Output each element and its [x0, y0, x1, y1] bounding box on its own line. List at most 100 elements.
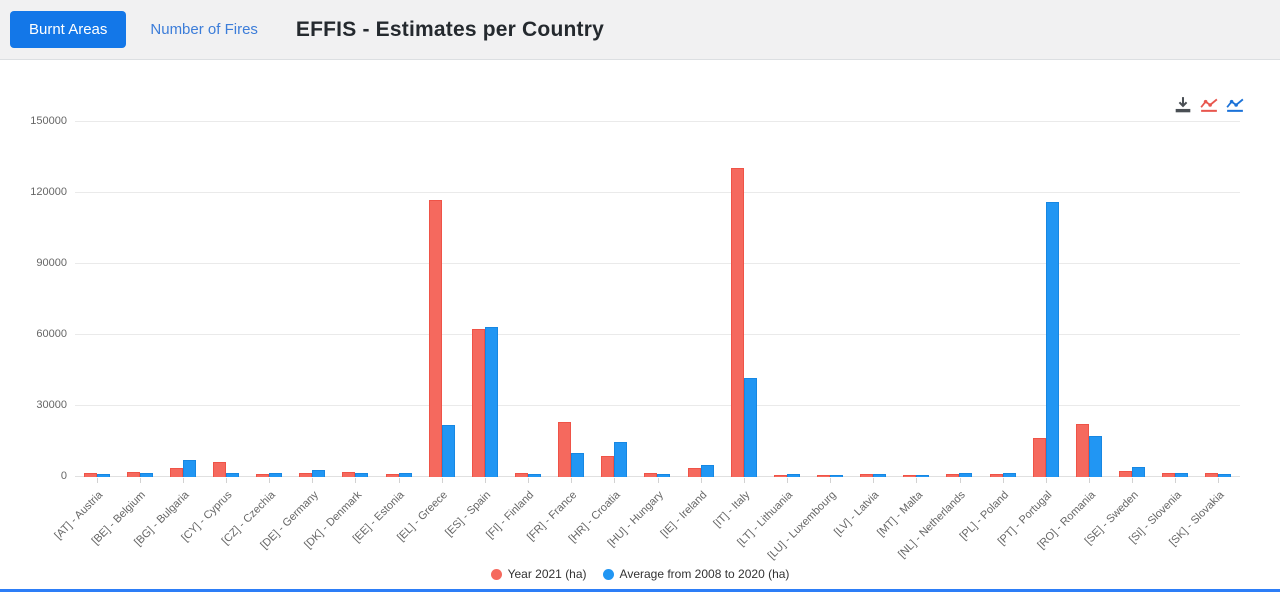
x-tick	[743, 478, 745, 483]
category-group	[204, 122, 247, 477]
y-tick-label: 120000	[30, 186, 67, 198]
bar-average-2008-2020[interactable]	[441, 425, 455, 477]
bar-year-2021[interactable]	[946, 474, 960, 477]
bar-average-2008-2020[interactable]	[96, 474, 110, 477]
line-chart-blue-icon[interactable]	[1226, 96, 1244, 114]
category-group	[1197, 122, 1240, 477]
bar-year-2021[interactable]	[83, 473, 97, 477]
x-tick	[700, 478, 702, 483]
bar-year-2021[interactable]	[1032, 438, 1046, 477]
bar-year-2021[interactable]	[169, 468, 183, 477]
category-group	[377, 122, 420, 477]
line-chart-red-icon[interactable]	[1200, 96, 1218, 114]
bar-chart-plot-area: 0 30000 60000 90000 120000 150000 [AT] - Aust…	[30, 115, 1240, 562]
category-group	[938, 122, 981, 477]
bar-average-2008-2020[interactable]	[959, 473, 973, 477]
bar-year-2021[interactable]	[514, 473, 528, 477]
legend-label: Year 2021 (ha)	[507, 567, 587, 581]
bar-average-2008-2020[interactable]	[182, 460, 196, 477]
bar-average-2008-2020[interactable]	[873, 474, 887, 477]
bar-average-2008-2020[interactable]	[1131, 467, 1145, 477]
category-group	[1067, 122, 1110, 477]
x-tick	[312, 478, 314, 483]
bar-year-2021[interactable]	[428, 200, 442, 477]
bar-year-2021[interactable]	[212, 462, 226, 477]
tab-burnt-areas[interactable]: Burnt Areas	[10, 11, 127, 48]
x-tick	[441, 478, 443, 483]
legend-label: Average from 2008 to 2020 (ha)	[619, 567, 790, 581]
bar-average-2008-2020[interactable]	[1175, 473, 1189, 477]
category-group	[506, 122, 549, 477]
bar-year-2021[interactable]	[1162, 473, 1176, 477]
x-tick	[1002, 478, 1004, 483]
bar-year-2021[interactable]	[816, 475, 830, 477]
legend-item-year-2021[interactable]: Year 2021 (ha)	[490, 567, 587, 581]
x-tick	[226, 478, 228, 483]
bar-year-2021[interactable]	[601, 456, 615, 477]
gridline-90000: 90000	[36, 257, 1240, 269]
bar-year-2021[interactable]	[299, 473, 313, 477]
x-tick	[139, 478, 141, 483]
bar-year-2021[interactable]	[126, 472, 140, 477]
bar-year-2021[interactable]	[558, 422, 572, 477]
x-tick	[830, 478, 832, 483]
bar-year-2021[interactable]	[471, 329, 485, 477]
bar-average-2008-2020[interactable]	[614, 442, 628, 477]
bar-average-2008-2020[interactable]	[700, 465, 714, 477]
bar-average-2008-2020[interactable]	[1002, 473, 1016, 477]
y-tick-label: 30000	[36, 399, 67, 411]
bar-average-2008-2020[interactable]	[269, 473, 283, 477]
bar-year-2021[interactable]	[687, 468, 701, 477]
category-group	[463, 122, 506, 477]
bar-average-2008-2020[interactable]	[1218, 474, 1232, 477]
bar-average-2008-2020[interactable]	[225, 473, 239, 477]
y-tick-label: 0	[60, 470, 67, 482]
legend-item-average[interactable]: Average from 2008 to 2020 (ha)	[602, 567, 790, 581]
bar-average-2008-2020[interactable]	[1088, 436, 1102, 477]
bar-year-2021[interactable]	[342, 472, 356, 477]
bar-year-2021[interactable]	[385, 474, 399, 477]
bar-average-2008-2020[interactable]	[571, 453, 585, 477]
bar-average-2008-2020[interactable]	[1045, 202, 1059, 477]
bar-average-2008-2020[interactable]	[743, 378, 757, 477]
bar-year-2021[interactable]	[989, 474, 1003, 477]
category-group	[722, 122, 765, 477]
tab-number-of-fires[interactable]: Number of Fires	[142, 11, 266, 48]
category-group	[550, 122, 593, 477]
category-group	[334, 122, 377, 477]
x-tick	[182, 478, 184, 483]
bar-average-2008-2020[interactable]	[829, 475, 843, 477]
download-icon[interactable]	[1174, 96, 1192, 114]
y-tick-label: 60000	[36, 328, 67, 340]
bar-year-2021[interactable]	[903, 475, 917, 477]
bar-year-2021[interactable]	[860, 474, 874, 477]
chart-legend: Year 2021 (ha) Average from 2008 to 2020 …	[0, 567, 1280, 581]
bar-average-2008-2020[interactable]	[916, 475, 930, 477]
bar-average-2008-2020[interactable]	[786, 474, 800, 477]
x-tick	[1088, 478, 1090, 483]
bar-average-2008-2020[interactable]	[312, 470, 326, 477]
bar-year-2021[interactable]	[256, 474, 270, 477]
bar-year-2021[interactable]	[730, 168, 744, 477]
bar-average-2008-2020[interactable]	[484, 327, 498, 477]
gridline-150000: 150000	[30, 115, 1240, 127]
category-group	[291, 122, 334, 477]
x-tick	[786, 478, 788, 483]
bar-year-2021[interactable]	[1205, 473, 1219, 477]
gridline-30000: 30000	[36, 399, 1240, 411]
bar-average-2008-2020[interactable]	[139, 473, 153, 477]
category-group	[75, 122, 118, 477]
bar-average-2008-2020[interactable]	[355, 473, 369, 477]
bar-average-2008-2020[interactable]	[527, 474, 541, 477]
bar-average-2008-2020[interactable]	[657, 474, 671, 477]
bar-year-2021[interactable]	[773, 475, 787, 477]
legend-dot	[602, 568, 614, 580]
bar-average-2008-2020[interactable]	[398, 473, 412, 477]
bar-year-2021[interactable]	[1075, 424, 1089, 477]
bar-year-2021[interactable]	[644, 473, 658, 477]
bar-year-2021[interactable]	[1118, 471, 1132, 477]
category-group	[981, 122, 1024, 477]
category-group	[852, 122, 895, 477]
header: Burnt Areas Number of Fires EFFIS - Esti…	[0, 0, 1280, 60]
category-group	[679, 122, 722, 477]
